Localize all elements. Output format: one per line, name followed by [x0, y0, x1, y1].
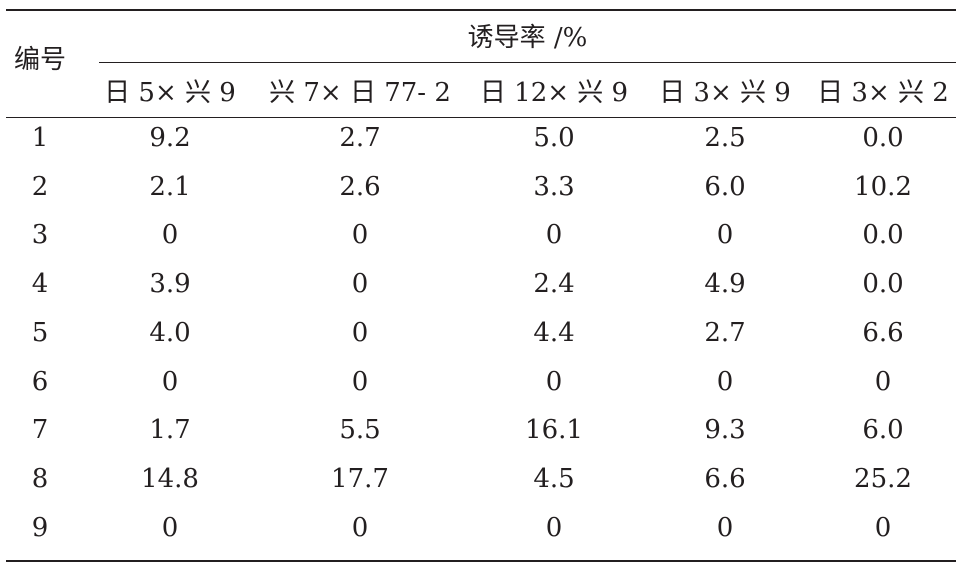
header-bottom-rule — [6, 117, 956, 118]
header-number: 编号 — [13, 45, 66, 75]
table-row: 9 0 0 0 0 0 — [6, 513, 956, 561]
row-number-cell: 7 — [31, 415, 49, 446]
value-cell: 6.6 — [862, 317, 904, 348]
value-cell: 16.1 — [525, 415, 583, 446]
table-top-rule — [6, 9, 956, 11]
column-header-3: 日 12× 兴 9 — [479, 78, 629, 108]
table-row: 4 3.9 0 2.4 4.9 0.0 — [6, 269, 956, 317]
value-cell: 2.4 — [533, 269, 575, 300]
value-cell: 0 — [716, 220, 734, 251]
value-cell: 0 — [351, 512, 369, 543]
table-row: 2 2.1 2.6 3.3 6.0 10.2 — [6, 172, 956, 220]
value-cell: 25.2 — [854, 463, 912, 494]
value-cell: 0 — [161, 512, 179, 543]
value-cell: 0 — [161, 220, 179, 251]
column-header-2: 兴 7× 日 77- 2 — [269, 78, 451, 108]
table-row: 6 0 0 0 0 0 — [6, 367, 956, 415]
table-row: 7 1.7 5.5 16.1 9.3 6.0 — [6, 415, 956, 463]
table-row: 3 0 0 0 0 0.0 — [6, 220, 956, 268]
value-cell: 9.3 — [704, 415, 746, 446]
header-induction-rate: 诱导率 /% — [467, 23, 588, 53]
value-cell: 2.1 — [149, 171, 191, 202]
value-cell: 5.0 — [533, 123, 575, 153]
value-cell: 4.5 — [533, 463, 575, 494]
value-cell: 4.4 — [533, 317, 575, 348]
row-number-cell: 1 — [31, 123, 49, 153]
header-group-rule — [99, 62, 956, 63]
value-cell: 0 — [716, 512, 734, 543]
row-number-cell: 4 — [31, 269, 49, 300]
value-cell: 0 — [545, 366, 563, 397]
value-cell: 2.7 — [704, 317, 746, 348]
value-cell: 0 — [351, 220, 369, 251]
value-cell: 0 — [351, 269, 369, 300]
value-cell: 3.3 — [533, 171, 575, 202]
value-cell: 1.7 — [149, 415, 191, 446]
value-cell: 2.7 — [339, 123, 381, 153]
value-cell: 4.9 — [704, 269, 746, 300]
value-cell: 14.8 — [141, 463, 199, 494]
table-row: 1 9.2 2.7 5.0 2.5 0.0 — [6, 123, 956, 171]
value-cell: 17.7 — [331, 463, 389, 494]
value-cell: 3.9 — [149, 269, 191, 300]
value-cell: 0 — [545, 512, 563, 543]
table-row: 5 4.0 0 4.4 2.7 6.6 — [6, 318, 956, 366]
value-cell: 9.2 — [149, 123, 191, 153]
table-row: 8 14.8 17.7 4.5 6.6 25.2 — [6, 464, 956, 512]
value-cell: 4.0 — [149, 317, 191, 348]
value-cell: 0 — [351, 317, 369, 348]
value-cell: 0.0 — [862, 123, 904, 153]
value-cell: 0 — [874, 512, 892, 543]
row-number-cell: 6 — [31, 366, 49, 397]
column-header-1: 日 5× 兴 9 — [104, 78, 236, 108]
value-cell: 0.0 — [862, 269, 904, 300]
value-cell: 0 — [161, 366, 179, 397]
value-cell: 2.5 — [704, 123, 746, 153]
row-number-cell: 5 — [31, 317, 49, 348]
value-cell: 10.2 — [854, 171, 912, 202]
value-cell: 6.0 — [704, 171, 746, 202]
value-cell: 5.5 — [339, 415, 381, 446]
row-number-cell: 8 — [31, 463, 49, 494]
column-header-5: 日 3× 兴 2 — [817, 78, 949, 108]
value-cell: 0 — [716, 366, 734, 397]
value-cell: 0 — [545, 220, 563, 251]
value-cell: 0 — [874, 366, 892, 397]
value-cell: 6.6 — [704, 463, 746, 494]
value-cell: 2.6 — [339, 171, 381, 202]
value-cell: 0.0 — [862, 220, 904, 251]
row-number-cell: 2 — [31, 171, 49, 202]
row-number-cell: 9 — [31, 512, 49, 543]
column-header-4: 日 3× 兴 9 — [659, 78, 791, 108]
value-cell: 6.0 — [862, 415, 904, 446]
row-number-cell: 3 — [31, 220, 49, 251]
table-bottom-rule — [6, 560, 956, 562]
value-cell: 0 — [351, 366, 369, 397]
